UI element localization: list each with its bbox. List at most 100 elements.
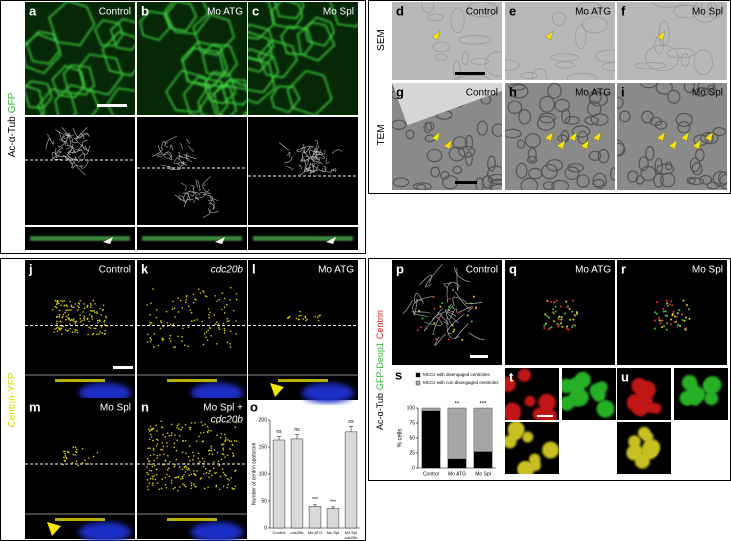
centrin-dot xyxy=(197,452,200,455)
spot xyxy=(543,324,546,327)
cilium xyxy=(322,165,327,171)
centrin-dots xyxy=(146,286,238,349)
cell-border xyxy=(270,85,301,114)
centrin-dot xyxy=(66,309,69,311)
cilium xyxy=(78,153,85,161)
annotation: *** xyxy=(312,497,318,503)
cilium xyxy=(77,141,88,152)
centrin-dot xyxy=(71,331,74,333)
texture-blob xyxy=(719,173,727,190)
centrin-dot xyxy=(156,482,159,485)
spot xyxy=(566,325,569,328)
spot xyxy=(544,322,547,325)
centrin-dot xyxy=(168,475,171,478)
spot xyxy=(448,305,451,308)
centrin-dot xyxy=(65,304,68,307)
centrin-dot xyxy=(202,290,204,292)
y-tick-label: 200 xyxy=(259,417,268,423)
centrin-dot xyxy=(188,474,191,477)
centrin-dot xyxy=(181,307,184,309)
spot xyxy=(674,315,677,318)
y-tick-label: 0 xyxy=(412,465,415,471)
centrin-dot xyxy=(216,343,218,345)
centrin-dot xyxy=(209,311,211,314)
confocal-image xyxy=(505,260,615,365)
centrin-dot xyxy=(204,423,206,425)
spot xyxy=(432,332,435,335)
centrin-dot xyxy=(181,426,184,429)
centrin-dot xyxy=(298,315,300,317)
centrin-dot xyxy=(152,449,155,451)
centrin-dot xyxy=(180,299,182,302)
texture-blob xyxy=(691,162,703,176)
centrin-dot xyxy=(77,464,80,467)
spot xyxy=(566,306,569,309)
spot xyxy=(681,319,684,322)
centrin-dot xyxy=(149,323,151,325)
centrin-dot xyxy=(210,445,212,447)
bar xyxy=(308,506,322,529)
centrin-dot xyxy=(210,334,213,337)
cilium xyxy=(180,162,185,167)
centrin-dot xyxy=(317,319,320,322)
spot xyxy=(546,315,549,318)
centrin-dot xyxy=(65,328,67,331)
cilium xyxy=(284,156,293,164)
nucleus xyxy=(191,522,243,541)
cilium xyxy=(314,147,323,156)
centrin-dot xyxy=(94,311,96,314)
texture-blob xyxy=(470,57,490,66)
texture-blob xyxy=(571,125,591,138)
centrin-dot xyxy=(184,485,187,488)
centrin-dot xyxy=(222,443,225,445)
centrin-dot xyxy=(152,478,154,480)
texture-blob xyxy=(538,112,556,124)
centrin-dot xyxy=(192,301,195,304)
texture-blob xyxy=(697,83,716,90)
centrin-dot xyxy=(165,310,168,313)
cell-border xyxy=(248,2,275,40)
centrin-dot xyxy=(229,343,231,345)
arrowhead xyxy=(656,131,666,142)
centrin-dot xyxy=(146,485,149,488)
centrin-dot xyxy=(166,469,169,471)
texture-blob xyxy=(566,73,598,80)
centrin-dot xyxy=(149,429,152,431)
cilium xyxy=(67,158,73,167)
spot xyxy=(669,323,672,326)
centrin-dot xyxy=(161,426,163,429)
centrin-dot xyxy=(172,300,174,303)
texture-blob xyxy=(524,133,541,148)
cilium xyxy=(202,185,210,192)
stain-label: Ac-α-Tub GFP xyxy=(7,92,18,157)
spot xyxy=(565,300,568,303)
texture xyxy=(505,83,615,190)
centrin-dot xyxy=(155,445,158,447)
centrin-dot xyxy=(213,314,216,316)
texture-blob xyxy=(655,83,673,95)
spot xyxy=(572,324,575,327)
texture-blob xyxy=(466,2,498,18)
texture-blob xyxy=(590,113,609,126)
centrin-dot xyxy=(70,305,73,308)
centrin-dot xyxy=(153,464,156,467)
texture-blob xyxy=(450,7,465,33)
centrin-dot xyxy=(180,428,182,431)
centrin-dot xyxy=(210,429,212,432)
centrin-dot xyxy=(150,302,152,304)
texture-blob xyxy=(652,2,684,8)
y-tick-label: 100 xyxy=(259,471,268,477)
spot xyxy=(560,322,563,325)
centrin-dot xyxy=(69,319,72,322)
centrin-dot xyxy=(75,320,78,322)
blob xyxy=(704,391,719,406)
centrin-dot xyxy=(164,459,167,462)
centrin-dot xyxy=(173,307,176,310)
centrin-dot xyxy=(213,449,216,451)
centrin-dot xyxy=(58,328,60,330)
cilium xyxy=(312,150,318,160)
centrin-dot xyxy=(220,458,223,460)
zoom-signal xyxy=(562,371,615,418)
texture-blob xyxy=(421,2,435,14)
